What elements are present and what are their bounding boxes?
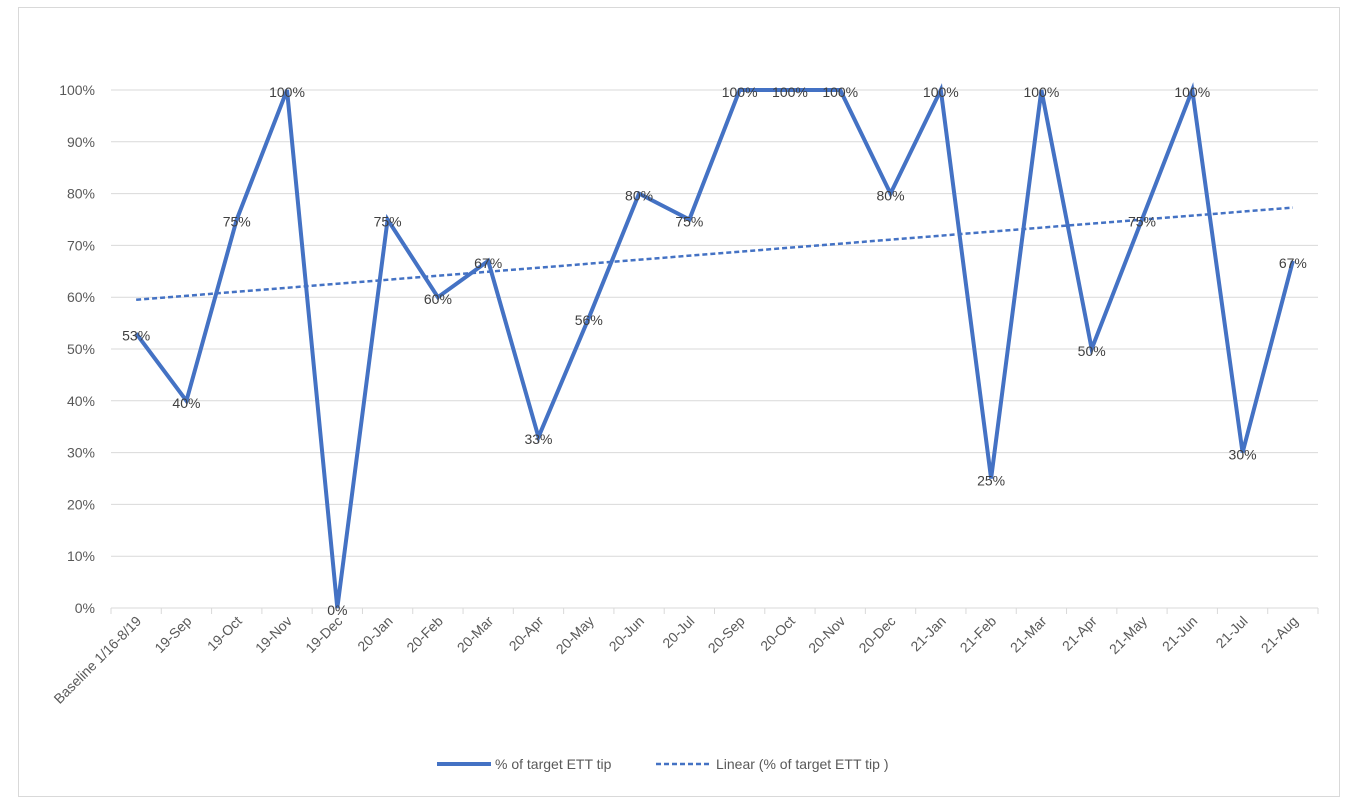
y-tick-label: 80%	[67, 186, 95, 202]
y-tick-label: 0%	[75, 600, 95, 616]
y-tick-label: 60%	[67, 289, 95, 305]
y-tick-label: 50%	[67, 341, 95, 357]
data-label: 30%	[1229, 447, 1257, 463]
x-tick-label: 21-Apr	[1059, 613, 1100, 654]
x-tick-label: 19-Dec	[302, 613, 345, 656]
data-label: 75%	[1128, 214, 1156, 230]
data-label: 75%	[374, 214, 402, 230]
legend: % of target ETT tip Linear (% of target …	[437, 756, 888, 772]
x-tick-label: 19-Sep	[151, 613, 194, 656]
x-tick-label: 21-Feb	[957, 613, 1000, 656]
data-label: 100%	[822, 84, 858, 100]
data-label: 53%	[122, 327, 150, 343]
x-axis: Baseline 1/16-8/19 19-Sep 19-Oct 19-Nov 19-D…	[50, 608, 1319, 707]
x-tick-label: 21-Jun	[1159, 613, 1201, 655]
y-tick-label: 20%	[67, 496, 95, 512]
data-label: 40%	[172, 395, 200, 411]
series-line	[134, 82, 1295, 609]
x-tick-label: 20-Sep	[705, 613, 748, 656]
data-label: 80%	[877, 188, 905, 204]
x-tick-label: 20-Nov	[805, 613, 848, 656]
x-tick-label: 20-Jan	[354, 613, 396, 655]
data-label: 100%	[722, 84, 758, 100]
data-label: 100%	[772, 84, 808, 100]
data-label: 67%	[1279, 255, 1307, 271]
x-tick-label: 21-Mar	[1007, 613, 1050, 656]
data-label: 80%	[625, 188, 653, 204]
x-tick-label: 19-Oct	[204, 613, 245, 654]
data-label: 75%	[223, 214, 251, 230]
data-labels: 53% 40% 75% 100% 0% 75% 60% 67% 33% 56% 80% 75% 100%…	[122, 84, 1307, 618]
trendline	[136, 206, 1293, 302]
trendline-linear	[136, 206, 1293, 302]
y-tick-label: 40%	[67, 393, 95, 409]
x-tick-label: 20-Dec	[855, 613, 898, 656]
data-label: 100%	[1023, 84, 1059, 100]
data-label: 100%	[269, 84, 305, 100]
x-tick-label: 21-Jan	[907, 613, 949, 655]
x-tick-label: 21-Aug	[1258, 613, 1301, 656]
x-tick-label: 20-Feb	[403, 613, 446, 656]
y-tick-label: 90%	[67, 134, 95, 150]
x-tick-label: 20-Mar	[454, 613, 497, 656]
data-label: 100%	[923, 84, 959, 100]
y-tick-label: 10%	[67, 548, 95, 564]
data-label: 56%	[575, 312, 603, 328]
x-tick-label: 19-Nov	[252, 613, 295, 656]
data-label: 50%	[1078, 343, 1106, 359]
data-label: 25%	[977, 473, 1005, 489]
legend-label-series: % of target ETT tip	[495, 756, 612, 772]
x-tick-label: 21-May	[1106, 613, 1150, 657]
y-tick-label: 100%	[59, 82, 95, 98]
data-label: 0%	[327, 602, 347, 618]
data-label: 67%	[474, 255, 502, 271]
x-tick-label: 20-May	[553, 613, 597, 657]
x-tick-label: 20-Oct	[757, 613, 798, 654]
legend-label-trend: Linear (% of target ETT tip )	[716, 756, 888, 772]
data-label: 100%	[1174, 84, 1210, 100]
data-label: 75%	[675, 214, 703, 230]
gridlines	[111, 89, 1318, 609]
data-label: 33%	[524, 431, 552, 447]
y-tick-label: 70%	[67, 237, 95, 253]
chart-frame	[18, 7, 1340, 797]
x-tick-label: 20-Apr	[506, 613, 547, 654]
x-tick-label: Baseline 1/16-8/19	[50, 613, 144, 707]
series	[134, 82, 1295, 609]
y-tick-label: 30%	[67, 445, 95, 461]
y-axis: 0% 10% 20% 30% 40% 50% 60% 70% 80% 90% 100%	[59, 82, 95, 616]
x-tick-label: 20-Jun	[606, 613, 648, 655]
x-tick-label: 21-Jul	[1212, 613, 1250, 651]
data-label: 60%	[424, 291, 452, 307]
x-tick-label: 20-Jul	[659, 613, 697, 651]
